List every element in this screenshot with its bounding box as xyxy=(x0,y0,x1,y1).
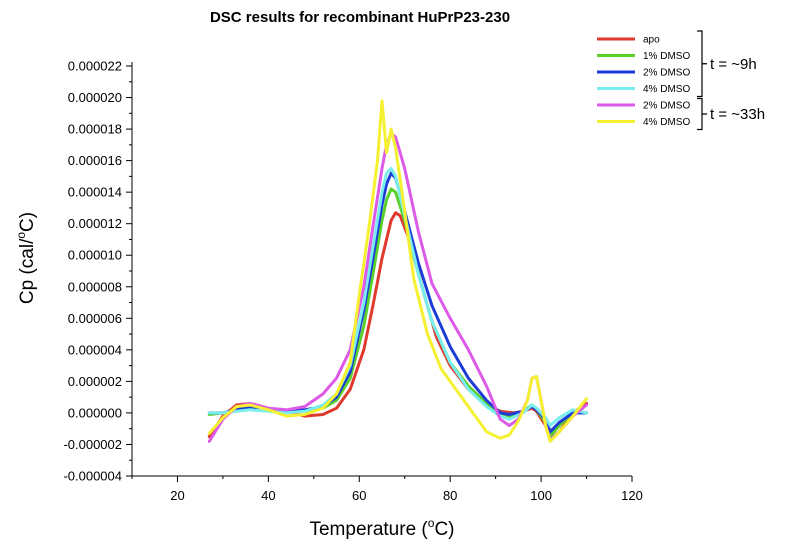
y-tick-label: 0.000000 xyxy=(68,405,122,420)
y-tick-label: 0.000020 xyxy=(68,90,122,105)
y-tick-label: 0.000010 xyxy=(68,248,122,263)
x-axis-title: Temperature (oC) xyxy=(309,516,454,540)
x-tick-label: 120 xyxy=(621,488,643,503)
chart-title: DSC results for recombinant HuPrP23-230 xyxy=(210,9,510,26)
legend-label-2: 2% DMSO xyxy=(643,68,690,79)
bracket-label-1: t = ~33h xyxy=(710,106,765,123)
y-tick-label: 0.000022 xyxy=(68,59,122,74)
y-axis-title-sup: o xyxy=(14,232,28,239)
axes xyxy=(131,62,632,477)
y-tick-label: 0.000014 xyxy=(68,185,122,200)
ticks: 20 40 60 80 100 120 -0.000004 -0.000002 0.000000… xyxy=(63,59,642,504)
series-line-3 xyxy=(207,167,588,427)
time-brackets: t = ~9h t = ~33h xyxy=(697,30,765,131)
bracket-0 xyxy=(697,30,707,98)
bracket-label-0: t = ~9h xyxy=(710,56,757,73)
y-tick-label: 0.000002 xyxy=(68,374,122,389)
y-tick-label: 0.000004 xyxy=(68,342,122,357)
x-axis-title-end: C) xyxy=(434,519,454,540)
series-line-1 xyxy=(207,187,588,439)
x-tick-label: 40 xyxy=(261,488,275,503)
bracket-1 xyxy=(697,97,707,131)
y-tick-label: -0.000004 xyxy=(63,469,122,484)
legend-label-4: 2% DMSO xyxy=(643,101,690,112)
legend-label-1: 1% DMSO xyxy=(643,51,690,62)
y-tick-label: -0.000002 xyxy=(63,437,122,452)
y-tick-label: 0.000006 xyxy=(68,311,122,326)
series-lines xyxy=(207,99,588,443)
legend-label-5: 4% DMSO xyxy=(643,117,690,128)
x-tick-label: 80 xyxy=(443,488,457,503)
y-tick-label: 0.000016 xyxy=(68,153,122,168)
y-axis-title-end: C) xyxy=(17,212,38,232)
x-tick-label: 20 xyxy=(170,488,184,503)
y-tick-label: 0.000018 xyxy=(68,122,122,137)
y-tick-label: 0.000012 xyxy=(68,216,122,231)
legend-label-3: 4% DMSO xyxy=(643,84,690,95)
x-tick-label: 60 xyxy=(352,488,366,503)
x-axis-title-sup: o xyxy=(428,516,435,530)
y-axis-title-main: Cp (cal/ xyxy=(17,238,38,304)
series-line-5 xyxy=(207,99,588,443)
y-axis-title: Cp (cal/oC) xyxy=(14,212,38,304)
y-tick-label: 0.000008 xyxy=(68,279,122,294)
legend: apo 1% DMSO 2% DMSO 4% DMSO 2% DMSO 4% DMSO xyxy=(597,35,690,128)
x-tick-label: 100 xyxy=(530,488,552,503)
x-axis-title-main: Temperature ( xyxy=(309,519,428,540)
legend-label-0: apo xyxy=(643,35,660,46)
